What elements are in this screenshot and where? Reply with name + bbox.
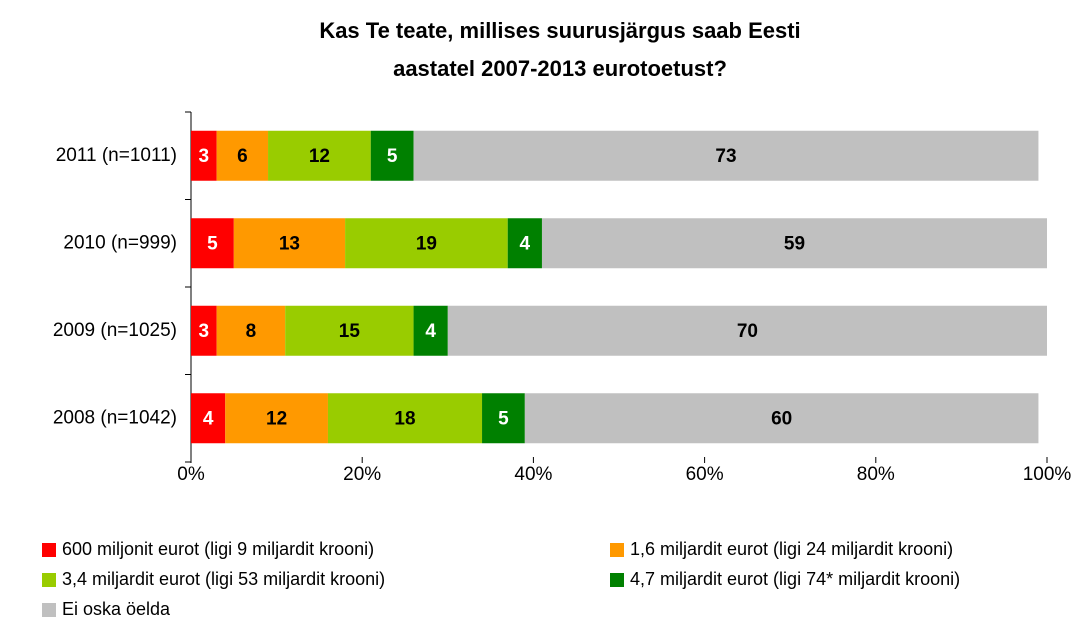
data-label: 5 — [207, 233, 218, 254]
category-label: 2010 (n=999) — [63, 232, 177, 253]
bar-segment — [413, 130, 1039, 181]
data-label: 70 — [737, 321, 758, 342]
bar-segment — [268, 130, 371, 181]
data-label: 12 — [309, 146, 330, 167]
x-tick-label: 100% — [1023, 464, 1072, 485]
bar-segment — [191, 305, 217, 356]
data-label: 3 — [199, 321, 210, 342]
bar-segment — [507, 218, 542, 269]
data-label: 8 — [246, 321, 257, 342]
bar-segment — [191, 218, 234, 269]
data-label: 59 — [784, 233, 805, 254]
bar-segment — [370, 130, 414, 181]
bar-segment — [285, 305, 414, 356]
bar-segment — [524, 393, 1039, 444]
data-label: 5 — [387, 146, 398, 167]
legend-label: 3,4 miljardit eurot (ligi 53 miljardit k… — [62, 569, 385, 589]
legend-swatch — [610, 573, 624, 587]
x-tick-label: 20% — [343, 464, 381, 485]
legend-label: 4,7 miljardit eurot (ligi 74* miljardit … — [630, 569, 960, 589]
bar-segment — [482, 393, 525, 444]
bar-segment — [216, 130, 269, 181]
data-label: 3 — [199, 146, 210, 167]
x-tick-label: 40% — [514, 464, 552, 485]
bar-segment — [413, 305, 448, 356]
data-label: 60 — [771, 408, 792, 429]
bar-segment — [191, 393, 226, 444]
data-label: 12 — [266, 408, 287, 429]
legend-label: 1,6 miljardit eurot (ligi 24 miljardit k… — [630, 539, 953, 559]
data-label: 13 — [279, 233, 300, 254]
bar-segment — [327, 393, 483, 444]
x-tick-label: 60% — [686, 464, 724, 485]
x-tick-label: 0% — [177, 464, 205, 485]
bar-segment — [191, 130, 217, 181]
bar-segment — [541, 218, 1047, 269]
data-label: 6 — [237, 146, 248, 167]
chart-title: aastatel 2007-2013 eurotoetust? — [393, 56, 727, 81]
legend-label: Ei oska öelda — [62, 599, 171, 619]
bar-segment — [447, 305, 1047, 356]
data-label: 18 — [394, 408, 415, 429]
legend-swatch — [610, 543, 624, 557]
legend-label: 600 miljonit eurot (ligi 9 miljardit kro… — [62, 539, 374, 559]
bar-segment — [233, 218, 346, 269]
data-label: 19 — [416, 233, 437, 254]
chart-title: Kas Te teate, millises suurusjärgus saab… — [319, 18, 800, 43]
legend-swatch — [42, 603, 56, 617]
bar-segment — [345, 218, 508, 269]
data-label: 5 — [498, 408, 509, 429]
data-label: 15 — [339, 321, 361, 342]
legend-swatch — [42, 543, 56, 557]
bar-segment — [225, 393, 328, 444]
data-label: 4 — [203, 408, 214, 429]
category-label: 2008 (n=1042) — [53, 407, 177, 428]
category-label: 2009 (n=1025) — [53, 320, 177, 341]
category-label: 2011 (n=1011) — [56, 145, 177, 166]
legend-swatch — [42, 573, 56, 587]
data-label: 4 — [520, 233, 531, 254]
bar-segment — [216, 305, 286, 356]
data-label: 73 — [715, 146, 736, 167]
data-label: 4 — [425, 321, 436, 342]
x-tick-label: 80% — [857, 464, 895, 485]
